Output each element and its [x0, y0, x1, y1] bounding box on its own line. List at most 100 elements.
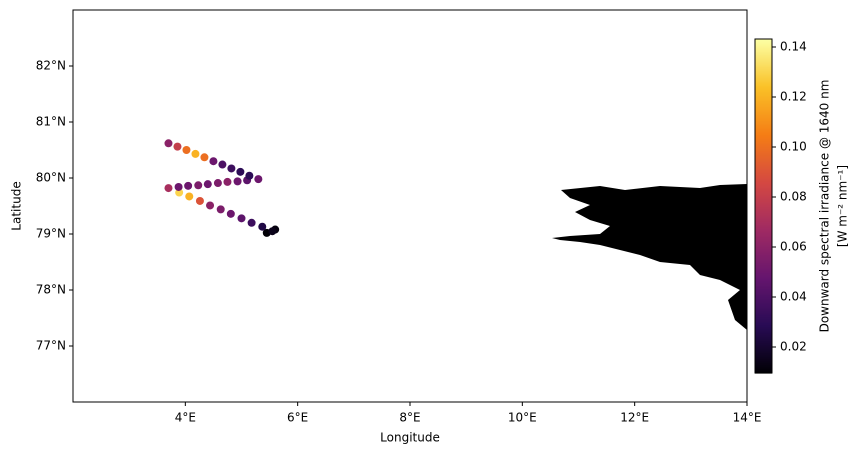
colorbar-swatch: [755, 291, 772, 294]
colorbar-tick-label: 0.12: [780, 90, 807, 104]
land: [552, 184, 747, 330]
colorbar-swatch: [755, 241, 772, 244]
colorbar-tick-label: 0.14: [780, 40, 807, 54]
colorbar-swatch: [755, 59, 772, 62]
colorbar-swatch: [755, 139, 772, 142]
colorbar-swatch: [755, 127, 772, 130]
colorbar-swatch: [755, 111, 772, 114]
point: [182, 146, 191, 154]
colorbar-swatch: [755, 301, 772, 304]
colorbar-swatch: [755, 329, 772, 332]
colorbar-swatch: [755, 261, 772, 264]
colorbar-swatch: [755, 235, 772, 238]
colorbar-swatch: [755, 69, 772, 72]
colorbar-swatch: [755, 131, 772, 134]
x-axis-label: Longitude: [380, 431, 440, 445]
colorbar-swatch: [755, 357, 772, 360]
colorbar-swatch: [755, 103, 772, 106]
colorbar-swatch: [755, 67, 772, 70]
colorbar-swatch: [755, 93, 772, 96]
colorbar-swatch: [755, 41, 772, 44]
point: [254, 175, 263, 184]
colorbar-swatch: [755, 333, 772, 336]
colorbar-swatch: [755, 255, 772, 258]
y-tick-label: 78°N: [36, 283, 66, 297]
colorbar-swatch: [755, 49, 772, 52]
colorbar-swatch: [755, 251, 772, 254]
colorbar-swatch: [755, 229, 772, 232]
x-tick-label: 6°E: [287, 411, 308, 425]
colorbar-swatch: [755, 133, 772, 136]
colorbar-tick-label: 0.04: [780, 290, 807, 304]
colorbar-swatch: [755, 165, 772, 168]
colorbar-swatch: [755, 45, 772, 48]
colorbar-swatch: [755, 137, 772, 140]
colorbar-swatch: [755, 315, 772, 318]
x-tick-label: 14°E: [733, 411, 762, 425]
colorbar-swatch: [755, 129, 772, 132]
colorbar-swatch: [755, 115, 772, 118]
point: [185, 192, 194, 201]
point: [226, 209, 235, 218]
point: [218, 160, 227, 169]
colorbar-swatch: [755, 161, 772, 164]
colorbar-swatch: [755, 187, 772, 190]
point: [206, 201, 215, 210]
colorbar-swatch: [755, 243, 772, 246]
colorbar-swatch: [755, 325, 772, 328]
y-tick-label: 82°N: [36, 59, 66, 73]
colorbar-swatch: [755, 279, 772, 282]
colorbar-swatch: [755, 79, 772, 82]
colorbar-swatch: [755, 257, 772, 260]
colorbar-swatch: [755, 367, 772, 370]
colorbar-swatch: [755, 123, 772, 126]
colorbar-swatch: [755, 81, 772, 84]
point: [245, 171, 254, 180]
colorbar-swatch: [755, 159, 772, 162]
colorbar-swatch: [755, 305, 772, 308]
colorbar-swatch: [755, 155, 772, 158]
colorbar-swatch: [755, 95, 772, 98]
colorbar-swatch: [755, 269, 772, 272]
x-tick-label: 10°E: [508, 411, 537, 425]
colorbar-swatch: [755, 63, 772, 66]
point: [216, 205, 225, 214]
colorbar-swatch: [755, 99, 772, 102]
colorbar-tick-label: 0.10: [780, 140, 807, 154]
x-tick-label: 12°E: [620, 411, 649, 425]
colorbar-swatch: [755, 223, 772, 226]
colorbar-swatch: [755, 125, 772, 128]
colorbar-swatch: [755, 365, 772, 368]
colorbar-swatch: [755, 205, 772, 208]
colorbar-swatch: [755, 55, 772, 58]
colorbar-swatch: [755, 97, 772, 100]
colorbar-label: Downward spectral irradiance @ 1640 nm: [818, 80, 832, 333]
x-tick-label: 8°E: [399, 411, 420, 425]
point: [268, 227, 277, 236]
colorbar-swatch: [755, 353, 772, 356]
colorbar-swatch: [755, 201, 772, 204]
colorbar-swatch: [755, 303, 772, 306]
point: [223, 177, 232, 186]
point: [200, 153, 209, 162]
point: [236, 167, 245, 176]
colorbar-swatch: [755, 225, 772, 228]
colorbar-swatch: [755, 363, 772, 366]
colorbar-tick-label: 0.02: [780, 340, 807, 354]
point: [247, 218, 256, 227]
y-tick-label: 80°N: [36, 171, 66, 185]
colorbar-label: [W m⁻² nm⁻¹]: [836, 165, 850, 247]
colorbar-swatch: [755, 163, 772, 166]
colorbar-swatch: [755, 307, 772, 310]
colorbar-swatch: [755, 39, 772, 42]
point: [233, 177, 242, 186]
colorbar-swatch: [755, 119, 772, 122]
colorbar-swatch: [755, 87, 772, 90]
point: [237, 214, 246, 223]
point: [184, 181, 193, 190]
colorbar-tick-label: 0.08: [780, 190, 807, 204]
colorbar-swatch: [755, 135, 772, 138]
colorbar-swatch: [755, 313, 772, 316]
y-axis-label: Latitude: [10, 181, 24, 230]
